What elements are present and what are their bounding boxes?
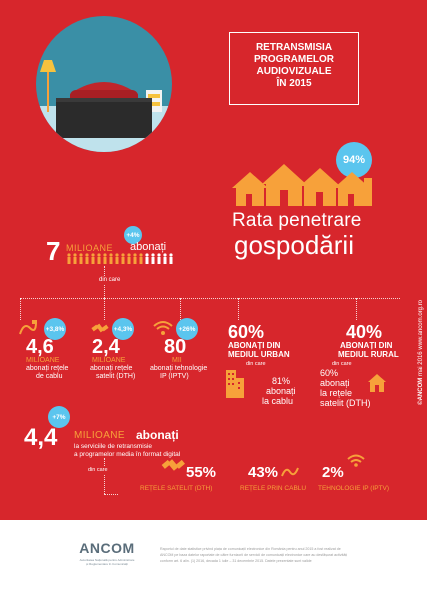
ancom-logo: ANCOM Autoritatea Națională pentru Admin… [72,540,142,580]
connector [238,298,239,320]
connector [180,298,181,320]
digital-desc-2: a programelor media în format digital [74,451,181,458]
digital-desc-1: la serviciile de retransmisie [74,443,153,450]
satellite-growth: +4,3% [113,325,133,333]
cable-plug-icon [280,464,300,480]
ancom-logo-text: ANCOM [79,540,135,556]
urban-label-2: MEDIUL URBAN [228,350,290,359]
ancom-logo-sub-1: Autoritatea Națională pentru Administrar… [79,558,135,562]
penetration-percent: 94% [342,154,366,166]
side-note-brand: ©ANCOM [418,377,424,405]
subscribers-growth: +4% [126,231,140,239]
ancom-logo-sub-2: și Reglementare în Comunicații [86,562,128,566]
digital-unit: MILIOANE [74,430,125,441]
digital-iptv-percent: 2% [322,464,344,481]
connector [20,298,21,320]
rural-sub-3: satelit (DTH) [320,398,371,408]
wifi-icon [152,320,174,336]
satellite-growth-bubble: +4,3% [112,318,134,340]
rural-label-1: ABONAȚI DIN [340,341,393,350]
rural-sub-1: abonați [320,378,350,388]
satellite-dish-icon [160,452,186,478]
digital-din-care: din care [86,466,110,474]
satellite-value: 2,4 [92,336,120,358]
urban-label-1: ABONAȚI DIN [228,341,281,350]
din-care-label: din care [97,276,123,284]
urban-sub-1: abonați [266,386,296,396]
subscribers-label: abonați [130,241,167,253]
living-room-illustration [34,14,174,154]
buildings-icon [224,364,246,398]
rural-sub-percent: 60% [320,368,339,378]
subscribers-number: 7 [46,236,61,266]
iptv-desc-1: abonați tehnologie [150,365,208,372]
subscribers-growth-bubble: +4% [124,226,142,244]
title-line-4: ÎN 2015 [276,78,312,89]
connector [20,298,400,299]
wifi-icon [346,454,366,468]
digital-satellite-percent: 55% [186,464,217,481]
iptv-unit: MII [172,357,182,364]
footer: ANCOM Autoritatea Națională pentru Admin… [0,520,427,600]
cable-icon [18,318,38,338]
side-note: ©ANCOM mai 2016 www.ancom.org.ro [418,300,424,405]
penetration-percent-bubble: 94% [336,142,372,178]
footer-note: Raportul de date statistice privind piaț… [160,546,390,564]
digital-label: abonați [136,428,179,442]
connector [104,458,105,494]
title-box: RETRANSMISIA PROGRAMELOR AUDIOVIZUALE ÎN… [229,32,359,105]
rural-label-2: MEDIUL RURAL [338,350,399,359]
cable-unit: MILIOANE [26,357,60,364]
cable-desc-1: abonați rețele [26,365,69,372]
urban-percent: 60% [228,322,265,342]
satellite-desc-2: satelit (DTH) [96,373,136,380]
penetration-label-1: Rata penetrare [232,210,362,231]
digital-cable-label: REȚELE PRIN CABLU [240,485,307,492]
cable-desc-2: de cablu [36,373,63,380]
digital-growth: +7% [52,413,66,421]
urban-sub-2: la cablu [262,396,294,406]
side-note-text: mai 2016 www.ancom.org.ro [418,300,424,377]
urban-sub-percent: 81% [272,376,291,386]
rural-percent: 40% [346,322,383,342]
title-line-3: AUDIOVIZUALE [256,66,332,77]
cable-growth: +3,8% [45,325,65,333]
infographic: RETRANSMISIA PROGRAMELOR AUDIOVIZUALE ÎN… [0,0,427,520]
iptv-desc-2: IP (IPTV) [160,373,189,380]
satellite-desc-1: abonați rețele [90,365,133,372]
footer-note-3: conform art. 6 alin. (1) 2016, decada 1 … [160,559,312,563]
title-line-2: PROGRAMELOR [254,54,334,65]
connector [104,298,105,320]
cable-growth-bubble: +3,8% [44,318,66,340]
house-icon [366,372,388,394]
penetration-label-2: gospodării [234,230,354,260]
connector [104,494,118,495]
footer-note-2: ANCOM pe baza datelor raportate de către… [160,553,348,557]
title-line-1: RETRANSMISIA [255,42,333,53]
houses-icon [228,160,384,210]
iptv-growth: +26% [178,325,196,333]
cable-value: 4,6 [26,336,54,358]
digital-growth-bubble: +7% [48,406,70,428]
iptv-value: 80 [164,336,187,358]
connector [356,298,357,320]
rural-din-care: din care [332,361,352,367]
urban-din-care: din care [246,361,266,367]
footer-note-1: Raportul de date statistice privind piaț… [160,547,341,551]
rural-sub-2: la rețele [320,388,353,398]
subscribers-unit: MILIOANE [66,243,114,253]
people-icon-row [66,252,178,264]
satellite-unit: MILIOANE [92,357,126,364]
iptv-growth-bubble: +26% [176,318,198,340]
digital-cable-percent: 43% [248,464,279,481]
digital-iptv-label: TEHNOLOGIE IP (IPTV) [318,485,390,492]
digital-value: 4,4 [24,424,58,451]
digital-satellite-label: REȚELE SATELIT (DTH) [140,485,213,492]
satellite-icon [90,318,110,338]
